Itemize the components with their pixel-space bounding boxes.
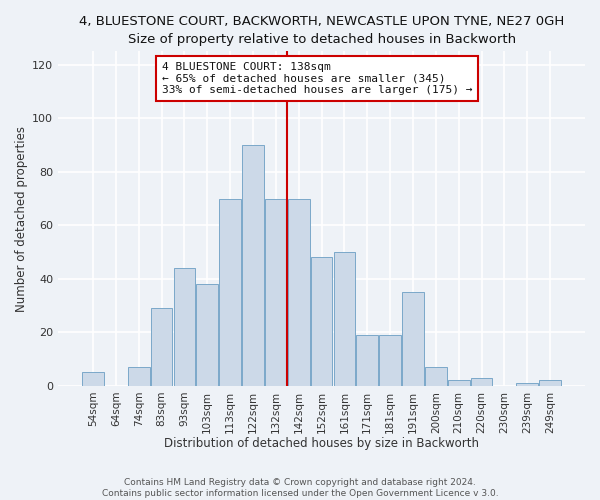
Bar [242,145,264,386]
X-axis label: Distribution of detached houses by size in Backworth: Distribution of detached houses by size … [164,437,479,450]
Text: 4 BLUESTONE COURT: 138sqm
← 65% of detached houses are smaller (345)
33% of semi: 4 BLUESTONE COURT: 138sqm ← 65% of detac… [161,62,472,95]
Bar [219,198,241,386]
Bar [196,284,218,386]
Title: 4, BLUESTONE COURT, BACKWORTH, NEWCASTLE UPON TYNE, NE27 0GH
Size of property re: 4, BLUESTONE COURT, BACKWORTH, NEWCASTLE… [79,15,564,46]
Bar [448,380,470,386]
Bar [471,378,493,386]
Bar [173,268,195,386]
Bar [517,383,538,386]
Bar [379,335,401,386]
Bar [334,252,355,386]
Bar [402,292,424,386]
Bar [128,367,149,386]
Bar [265,198,287,386]
Bar [311,258,332,386]
Text: Contains HM Land Registry data © Crown copyright and database right 2024.
Contai: Contains HM Land Registry data © Crown c… [101,478,499,498]
Bar [539,380,561,386]
Y-axis label: Number of detached properties: Number of detached properties [15,126,28,312]
Bar [356,335,378,386]
Bar [151,308,172,386]
Bar [82,372,104,386]
Bar [288,198,310,386]
Bar [425,367,447,386]
